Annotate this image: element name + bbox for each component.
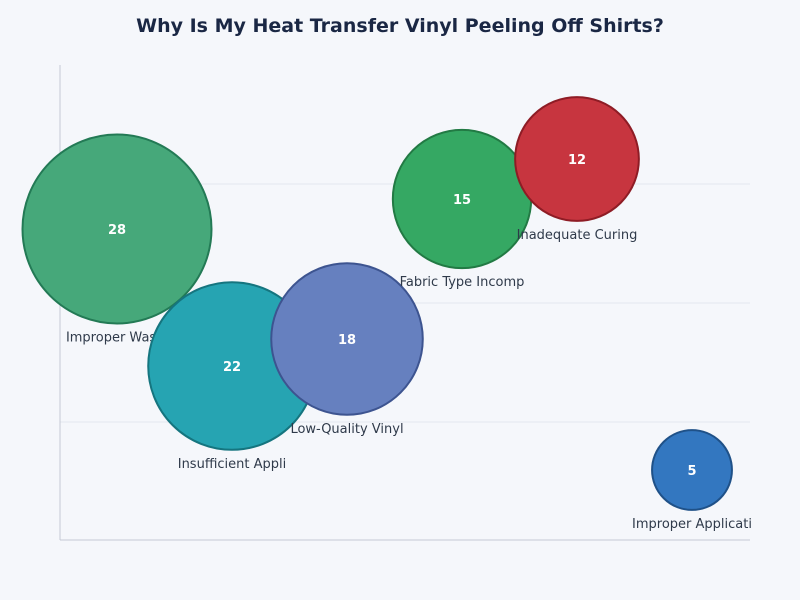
- bubble-1: [21, 133, 213, 325]
- bubble-layer: 28 Improper Washi 22 Insufficient Appli 18 Lo…: [21, 96, 752, 532]
- bubble-value-label: 15: [453, 193, 471, 208]
- bubble-group-4: 15 Fabric Type Incomp: [391, 128, 533, 290]
- bubble-group-5: 12 Inadequate Curing: [514, 96, 640, 243]
- bubble-value-label: 12: [568, 153, 586, 168]
- bubble-group-3: 18 Low-Quality Vinyl: [270, 262, 424, 437]
- bubble-value-label: 18: [338, 333, 356, 348]
- bubble-category-label: Insufficient Appli: [178, 457, 287, 472]
- bubble-category-label: Improper Applicati: [632, 517, 752, 532]
- bubble-group-6: 5 Improper Applicati: [632, 429, 752, 532]
- chart-title: Why Is My Heat Transfer Vinyl Peeling Of…: [136, 15, 664, 37]
- bubble-value-label: 5: [687, 464, 696, 479]
- bubble-6: [651, 429, 733, 511]
- bubble-group-1: 28 Improper Washi: [21, 133, 213, 346]
- bubble-category-label: Improper Washi: [66, 331, 168, 346]
- bubble-value-label: 28: [108, 223, 126, 238]
- bubble-category-label: Inadequate Curing: [517, 228, 638, 243]
- bubble-category-label: Fabric Type Incomp: [400, 275, 525, 290]
- bubble-category-label: Low-Quality Vinyl: [290, 422, 403, 437]
- bubble-3: [270, 262, 424, 416]
- bubble-5: [514, 96, 640, 222]
- bubble-value-label: 22: [223, 360, 241, 375]
